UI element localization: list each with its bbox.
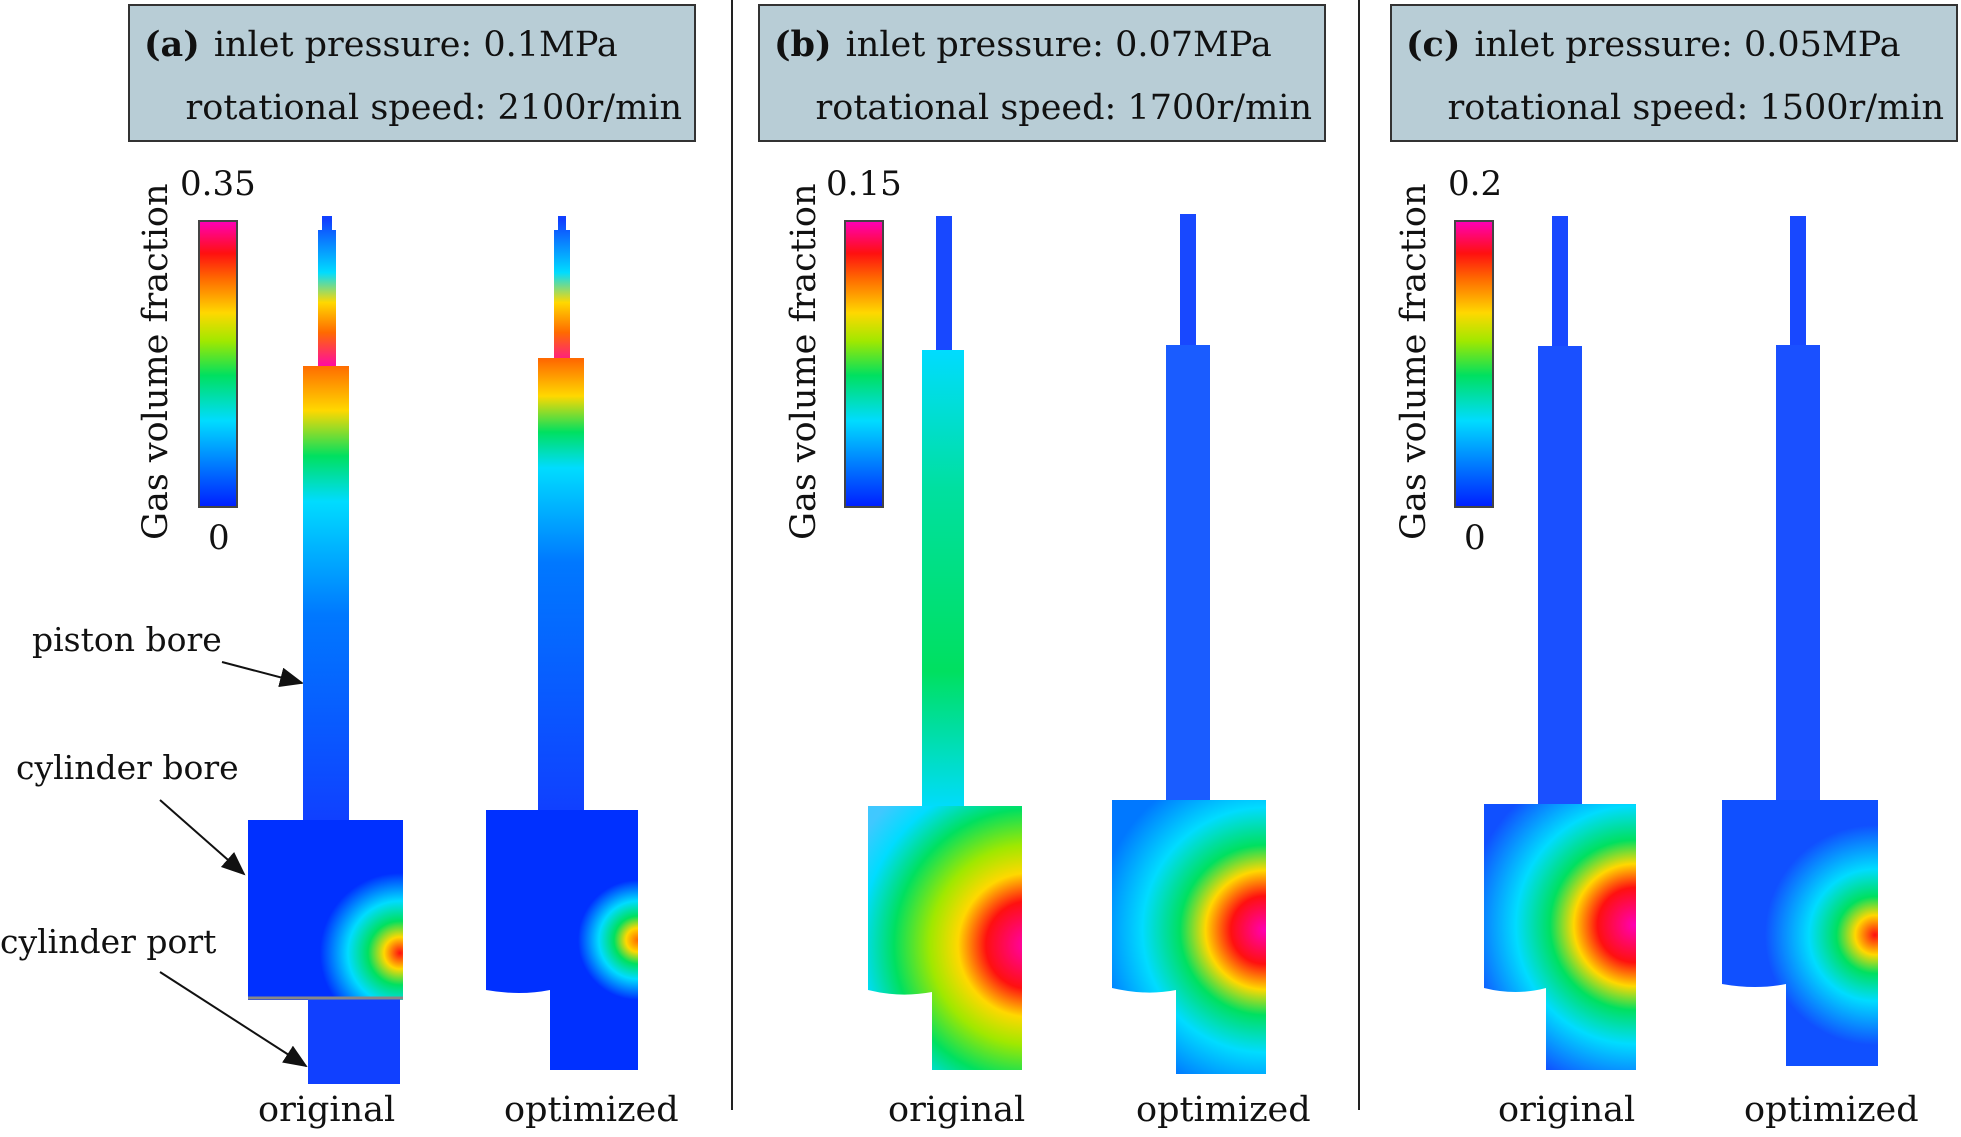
colorbar-max: 0.35: [180, 164, 256, 204]
colorbar-max: 0.2: [1448, 164, 1503, 204]
cylinder-port-label: cylinder port: [0, 922, 217, 961]
panel-c: (c) inlet pressure: 0.05MPa rotational sp…: [1390, 0, 1961, 1137]
cylinder-bore-arrow: [159, 799, 246, 876]
speed-value: 1500r/min: [1759, 88, 1944, 128]
panel-tag: (a): [144, 24, 200, 65]
panel-divider: [1358, 0, 1360, 1110]
speed-label: rotational speed:: [1447, 88, 1749, 128]
original-geometry: [248, 216, 403, 1084]
optimized-geometry: [486, 216, 638, 1070]
panel-c-header: (c) inlet pressure: 0.05MPa rotational sp…: [1390, 4, 1958, 142]
original-geometry: [1484, 216, 1636, 1070]
colorbar-min: 0: [208, 518, 230, 558]
speed-line: rotational speed: 2100r/min: [186, 88, 682, 128]
pressure-label: inlet pressure:: [213, 25, 473, 65]
pressure-value: 0.1MPa: [483, 25, 618, 65]
pressure-line: (c) inlet pressure: 0.05MPa: [1406, 24, 1901, 65]
cylinder-port-arrow: [159, 971, 308, 1068]
pressure-line: (a) inlet pressure: 0.1MPa: [144, 24, 618, 65]
caption-optimized: optimized: [1744, 1090, 1919, 1130]
speed-label: rotational speed:: [815, 88, 1117, 128]
panel-a: (a) inlet pressure: 0.1MPa rotational spe…: [128, 0, 760, 1137]
optimized-geometry: [1112, 214, 1266, 1074]
panel-tag: (b): [774, 24, 832, 65]
original-geometry: [868, 216, 1022, 1070]
speed-value: 2100r/min: [497, 88, 682, 128]
colorbar: [844, 220, 884, 508]
caption-original: original: [258, 1090, 396, 1130]
caption-optimized: optimized: [504, 1090, 679, 1130]
caption-original: original: [888, 1090, 1026, 1130]
pressure-label: inlet pressure:: [845, 25, 1104, 65]
piston-bore-label: piston bore: [32, 620, 222, 659]
piston-bore-arrow: [221, 661, 304, 688]
pressure-value: 0.07MPa: [1115, 25, 1272, 65]
optimized-geometry: [1722, 216, 1878, 1066]
pressure-value: 0.05MPa: [1743, 25, 1901, 65]
colorbar: [198, 220, 238, 508]
panel-divider: [731, 0, 733, 1110]
annotations: piston bore cylinder bore cylinder port: [0, 0, 400, 1137]
panel-b: (b) inlet pressure: 0.07MPa rotational sp…: [758, 0, 1390, 1137]
pressure-label: inlet pressure:: [1474, 25, 1733, 65]
panel-tag: (c): [1406, 24, 1461, 65]
colorbar: [1454, 220, 1494, 508]
speed-value: 1700r/min: [1127, 88, 1312, 128]
speed-line: rotational speed: 1700r/min: [816, 88, 1312, 128]
panel-b-header: (b) inlet pressure: 0.07MPa rotational sp…: [758, 4, 1326, 142]
caption-optimized: optimized: [1136, 1090, 1311, 1130]
panel-a-header: (a) inlet pressure: 0.1MPa rotational spe…: [128, 4, 696, 142]
colorbar-max: 0.15: [826, 164, 902, 204]
speed-label: rotational speed:: [185, 88, 487, 128]
caption-original: original: [1498, 1090, 1636, 1130]
cylinder-bore-label: cylinder bore: [16, 748, 239, 787]
pressure-line: (b) inlet pressure: 0.07MPa: [774, 24, 1272, 65]
speed-line: rotational speed: 1500r/min: [1448, 88, 1944, 128]
colorbar-min: 0: [1464, 518, 1486, 558]
